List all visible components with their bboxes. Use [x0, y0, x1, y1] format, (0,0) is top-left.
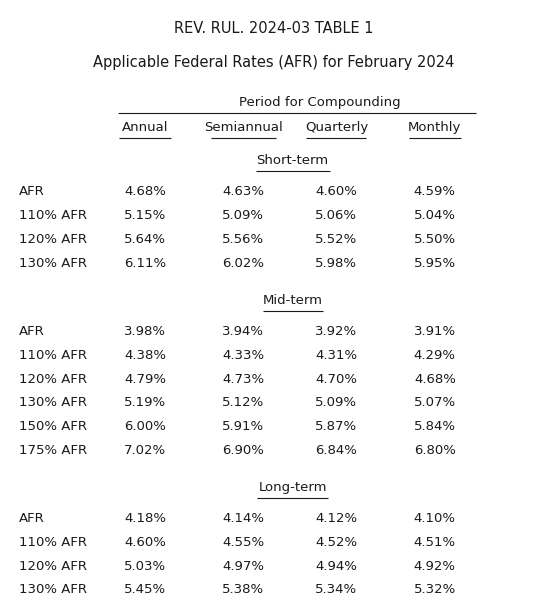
Text: 110% AFR: 110% AFR — [19, 536, 87, 549]
Text: Short-term: Short-term — [257, 154, 329, 167]
Text: 6.00%: 6.00% — [124, 420, 166, 433]
Text: 5.06%: 5.06% — [316, 209, 357, 222]
Text: 5.52%: 5.52% — [315, 233, 358, 246]
Text: 5.98%: 5.98% — [316, 257, 357, 270]
Text: 4.97%: 4.97% — [223, 560, 264, 573]
Text: 4.68%: 4.68% — [124, 185, 166, 198]
Text: 4.38%: 4.38% — [124, 349, 166, 362]
Text: 3.92%: 3.92% — [315, 325, 358, 338]
Text: 120% AFR: 120% AFR — [19, 560, 87, 573]
Text: 4.70%: 4.70% — [316, 372, 357, 386]
Text: 4.10%: 4.10% — [414, 512, 456, 525]
Text: 5.07%: 5.07% — [414, 396, 456, 409]
Text: 5.12%: 5.12% — [222, 396, 265, 409]
Text: 5.32%: 5.32% — [414, 583, 456, 596]
Text: 5.50%: 5.50% — [414, 233, 456, 246]
Text: 4.92%: 4.92% — [414, 560, 456, 573]
Text: 7.02%: 7.02% — [124, 444, 166, 457]
Text: 6.84%: 6.84% — [316, 444, 357, 457]
Text: 5.87%: 5.87% — [315, 420, 358, 433]
Text: 5.45%: 5.45% — [124, 583, 166, 596]
Text: 4.60%: 4.60% — [316, 185, 357, 198]
Text: 5.34%: 5.34% — [315, 583, 358, 596]
Text: 4.60%: 4.60% — [124, 536, 166, 549]
Text: 130% AFR: 130% AFR — [19, 257, 87, 270]
Text: 110% AFR: 110% AFR — [19, 349, 87, 362]
Text: 5.91%: 5.91% — [222, 420, 265, 433]
Text: Semiannual: Semiannual — [204, 121, 283, 134]
Text: 4.94%: 4.94% — [316, 560, 357, 573]
Text: 3.98%: 3.98% — [124, 325, 166, 338]
Text: 6.80%: 6.80% — [414, 444, 456, 457]
Text: 5.95%: 5.95% — [414, 257, 456, 270]
Text: 5.09%: 5.09% — [316, 396, 357, 409]
Text: Quarterly: Quarterly — [305, 121, 368, 134]
Text: 5.15%: 5.15% — [124, 209, 166, 222]
Text: Monthly: Monthly — [408, 121, 462, 134]
Text: Long-term: Long-term — [258, 481, 327, 494]
Text: AFR: AFR — [19, 512, 45, 525]
Text: 4.33%: 4.33% — [222, 349, 265, 362]
Text: 120% AFR: 120% AFR — [19, 233, 87, 246]
Text: 5.84%: 5.84% — [414, 420, 456, 433]
Text: 4.18%: 4.18% — [124, 512, 166, 525]
Text: 130% AFR: 130% AFR — [19, 396, 87, 409]
Text: 4.59%: 4.59% — [414, 185, 456, 198]
Text: AFR: AFR — [19, 325, 45, 338]
Text: 5.19%: 5.19% — [124, 396, 166, 409]
Text: Annual: Annual — [121, 121, 168, 134]
Text: 5.38%: 5.38% — [222, 583, 265, 596]
Text: 3.91%: 3.91% — [414, 325, 456, 338]
Text: 4.29%: 4.29% — [414, 349, 456, 362]
Text: Period for Compounding: Period for Compounding — [239, 96, 401, 109]
Text: 3.94%: 3.94% — [223, 325, 264, 338]
Text: 4.55%: 4.55% — [222, 536, 265, 549]
Text: Applicable Federal Rates (AFR) for February 2024: Applicable Federal Rates (AFR) for Febru… — [93, 55, 454, 70]
Text: REV. RUL. 2024-03 TABLE 1: REV. RUL. 2024-03 TABLE 1 — [174, 21, 373, 36]
Text: 5.56%: 5.56% — [222, 233, 265, 246]
Text: 4.51%: 4.51% — [414, 536, 456, 549]
Text: 6.90%: 6.90% — [223, 444, 264, 457]
Text: 4.68%: 4.68% — [414, 372, 456, 386]
Text: 5.09%: 5.09% — [223, 209, 264, 222]
Text: 110% AFR: 110% AFR — [19, 209, 87, 222]
Text: 4.31%: 4.31% — [315, 349, 358, 362]
Text: Mid-term: Mid-term — [263, 294, 323, 307]
Text: 5.03%: 5.03% — [124, 560, 166, 573]
Text: 4.52%: 4.52% — [315, 536, 358, 549]
Text: 4.79%: 4.79% — [124, 372, 166, 386]
Text: 4.63%: 4.63% — [223, 185, 264, 198]
Text: 4.14%: 4.14% — [223, 512, 264, 525]
Text: 120% AFR: 120% AFR — [19, 372, 87, 386]
Text: 175% AFR: 175% AFR — [19, 444, 88, 457]
Text: 6.02%: 6.02% — [223, 257, 264, 270]
Text: 5.04%: 5.04% — [414, 209, 456, 222]
Text: AFR: AFR — [19, 185, 45, 198]
Text: 4.12%: 4.12% — [315, 512, 358, 525]
Text: 6.11%: 6.11% — [124, 257, 166, 270]
Text: 4.73%: 4.73% — [222, 372, 265, 386]
Text: 130% AFR: 130% AFR — [19, 583, 87, 596]
Text: 5.64%: 5.64% — [124, 233, 166, 246]
Text: 150% AFR: 150% AFR — [19, 420, 87, 433]
